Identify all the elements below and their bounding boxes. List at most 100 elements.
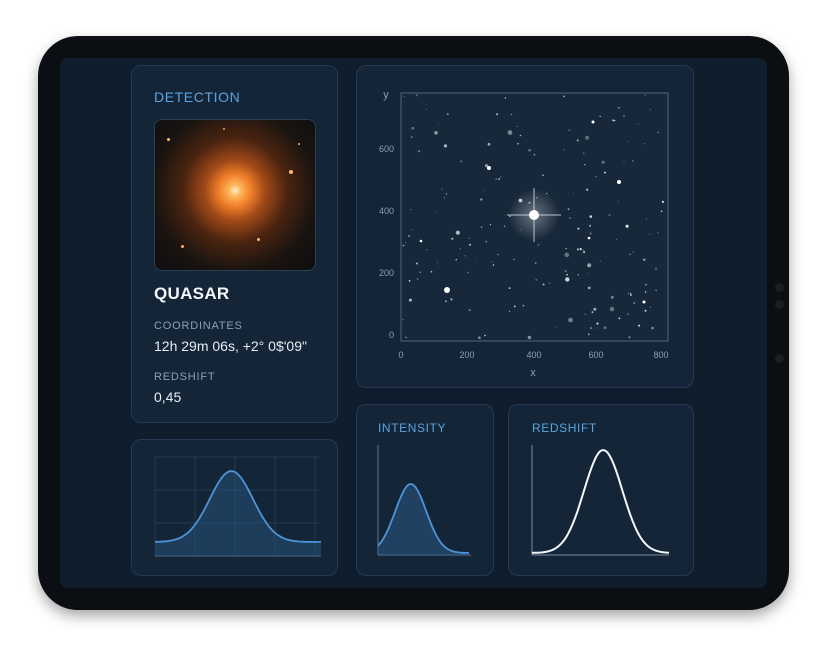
side-button-2 [775, 300, 784, 309]
star-point [623, 115, 625, 117]
star-point [519, 134, 522, 137]
star-point [489, 224, 492, 226]
star-point [589, 215, 593, 218]
starfield-chart: y x 0 200 400 600 800 0 200 400 600 [379, 89, 669, 379]
star-point [467, 271, 469, 274]
star-point [628, 140, 630, 142]
star-point [517, 142, 519, 145]
bright-star [642, 300, 646, 304]
star-point [504, 215, 506, 217]
star-point [649, 233, 651, 235]
star-point [627, 313, 629, 315]
star-point [577, 274, 579, 276]
star-point [468, 237, 470, 239]
star-point [450, 298, 453, 301]
star-point [496, 113, 499, 116]
star-point [507, 130, 513, 135]
star-point [590, 327, 592, 329]
star-point [555, 326, 557, 328]
x-tick-label: 400 [526, 350, 541, 360]
star-point [430, 270, 433, 273]
star-point [508, 310, 511, 312]
star-point [464, 255, 466, 257]
star-point [455, 259, 457, 261]
star-point [480, 198, 483, 201]
coordinates-value: 12h 29m 06s, +2° 0$'09" [154, 338, 307, 354]
profile-line [154, 470, 321, 543]
star-point [438, 123, 439, 124]
star-point [568, 317, 573, 323]
star-point [504, 97, 507, 99]
bright-star [591, 120, 595, 124]
y-tick-label: 200 [379, 268, 394, 278]
star-point [542, 174, 544, 177]
star-dot [257, 238, 260, 241]
screen: DETECTION QUASAR COORDINATES 12h 29m 06s… [60, 58, 767, 588]
star-point [564, 252, 570, 258]
star-point [643, 258, 646, 261]
intensity-chart [377, 445, 471, 556]
star-point [584, 164, 586, 166]
profile-area [155, 471, 321, 556]
star-point [484, 164, 489, 168]
star-point [451, 237, 454, 240]
star-point [617, 200, 619, 202]
x-tick-label: 600 [588, 350, 603, 360]
star-point [485, 240, 487, 243]
star-point [596, 327, 598, 329]
star-point [655, 289, 657, 292]
coordinates-label: COORDINATES [154, 320, 243, 332]
star-point [508, 287, 511, 289]
star-point [623, 161, 625, 163]
star-point [573, 193, 574, 195]
star-point [637, 123, 639, 125]
star-point [537, 243, 540, 246]
star-point [434, 131, 438, 135]
star-point [497, 254, 499, 256]
star-point [661, 200, 664, 203]
star-point [480, 226, 483, 229]
star-point [583, 152, 585, 154]
star-point [584, 313, 586, 315]
star-point [591, 311, 594, 313]
star-point [599, 115, 601, 118]
star-point [411, 229, 413, 231]
star-point [484, 334, 486, 337]
star-point [582, 249, 584, 251]
star-point [445, 193, 448, 195]
star-point [405, 336, 407, 339]
star-point [446, 113, 449, 115]
star-point [513, 305, 516, 308]
star-point [587, 286, 591, 290]
star-point [436, 211, 438, 213]
star-point [601, 160, 605, 164]
redshift-label: REDSHIFT [154, 371, 216, 383]
star-point [487, 142, 491, 146]
star-point [460, 160, 463, 163]
bright-star [444, 287, 450, 293]
star-point [576, 139, 579, 142]
intensity-heading: INTENSITY [378, 421, 447, 435]
star-point [579, 248, 582, 251]
intensity-panel: INTENSITY [356, 404, 494, 576]
star-point [645, 218, 647, 220]
redshift-value: 0,45 [154, 389, 182, 405]
star-point [587, 273, 589, 275]
star-point [418, 150, 421, 153]
star-point [638, 324, 641, 327]
y-tick-label: 400 [379, 206, 394, 216]
star-point [649, 108, 651, 110]
star-point [609, 306, 615, 312]
star-point [616, 238, 617, 240]
star-point [468, 309, 471, 311]
star-point [644, 94, 646, 96]
star-point [603, 326, 607, 330]
star-point [644, 143, 645, 145]
star-point [618, 107, 620, 109]
object-name: QUASAR [154, 284, 230, 303]
star-point [612, 119, 614, 122]
star-point [583, 251, 586, 254]
star-point [595, 176, 597, 178]
star-point [632, 160, 634, 162]
star-point [577, 227, 580, 230]
